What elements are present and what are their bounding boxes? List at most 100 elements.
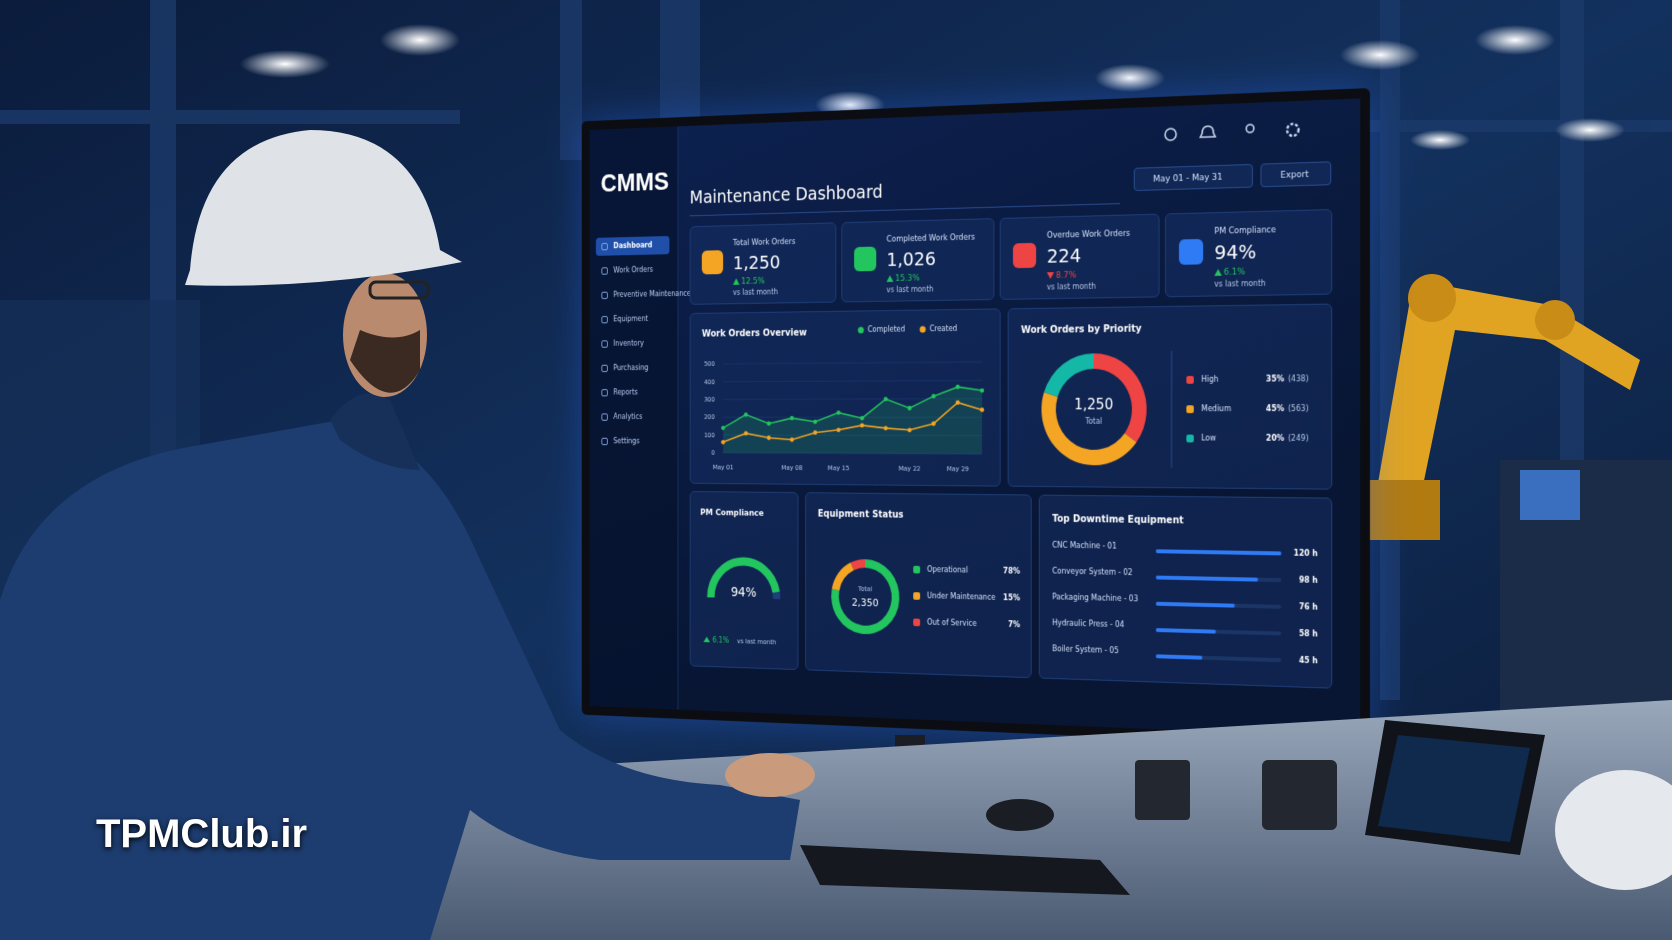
chart-title: Work Orders Overview [702, 327, 807, 339]
legend-swatch [1186, 434, 1194, 443]
kpi-note: vs last month [886, 284, 934, 295]
point [766, 435, 771, 441]
x-tick-label: May 22 [899, 465, 921, 473]
nav-icon [601, 267, 608, 275]
y-tick-label: 100 [704, 431, 715, 439]
kpi-value: 1,026 [886, 247, 936, 271]
legend-label: Out of Service [927, 618, 977, 629]
kpi-label: Completed Work Orders [886, 232, 975, 245]
y-tick-label: 300 [704, 396, 715, 404]
point [979, 388, 985, 393]
chart-title: Top Downtime Equipment [1052, 513, 1184, 526]
gauge-card: PM Compliance 94% 6.1% vs last month [689, 491, 799, 671]
point [813, 430, 818, 435]
nav-item[interactable]: Purchasing [596, 359, 669, 378]
gauge-label: 94% [731, 585, 757, 600]
kpi-label: Overdue Work Orders [1046, 229, 1130, 241]
nav-item[interactable]: Dashboard [595, 235, 670, 256]
donut-card: Equipment Status Total 2,350 Operational 78%… [805, 492, 1032, 679]
point [931, 393, 936, 399]
grid-line [723, 380, 982, 381]
top-icons [1152, 111, 1341, 152]
kpi-card: Total Work Orders 1,250 12.5% vs last month [689, 222, 837, 305]
value-label: 120 h [1294, 548, 1318, 558]
value-label: 7% [1008, 620, 1021, 630]
donut-segment [1044, 353, 1094, 397]
legend-swatch [1186, 375, 1194, 384]
nav-item[interactable]: Equipment [596, 310, 669, 329]
y-tick-label: 400 [704, 378, 715, 386]
value-label: 20% [1266, 433, 1285, 443]
area [723, 386, 983, 455]
user-icon[interactable] [1246, 124, 1254, 132]
y-tick-label: 200 [704, 413, 715, 421]
settings-icon[interactable] [1287, 124, 1298, 136]
nav-icon [601, 437, 608, 446]
legend-label: Created [930, 324, 958, 333]
legend-swatch [913, 618, 921, 627]
bar-label: Packaging Machine - 03 [1052, 592, 1138, 603]
legend-label: Medium [1201, 404, 1231, 413]
ceiling-lights [240, 24, 1625, 150]
search-icon[interactable] [1165, 128, 1176, 140]
legend-label: Low [1201, 433, 1216, 442]
center-label: Total [1084, 417, 1102, 426]
count-label: (563) [1288, 404, 1309, 414]
nav-item[interactable]: Settings [596, 432, 669, 450]
point [766, 421, 771, 426]
legend-label: Operational [927, 565, 968, 575]
kpi-note: vs last month [1214, 278, 1266, 289]
center-value: 2,350 [852, 597, 879, 610]
value-label: 45% [1266, 404, 1285, 414]
nav-item[interactable]: Inventory [596, 334, 669, 353]
point [721, 439, 726, 445]
center-label: Total [857, 585, 872, 593]
value-label: 98 h [1299, 575, 1318, 585]
nav-item[interactable]: Work Orders [596, 261, 669, 281]
point [907, 427, 912, 433]
legend-swatch [1186, 405, 1194, 414]
kpi-value: 94% [1214, 239, 1257, 265]
bar-label: CNC Machine - 01 [1052, 540, 1117, 550]
bar-label: Hydraulic Press - 04 [1052, 618, 1124, 629]
bell-icon[interactable] [1200, 126, 1215, 137]
point [931, 421, 936, 426]
nav-icon [601, 291, 608, 300]
kpi-change: 12.5% [741, 276, 765, 287]
nav-icon [601, 364, 608, 373]
point [883, 425, 888, 431]
nav-icon [601, 242, 608, 251]
x-tick-label: May 29 [947, 465, 969, 473]
kpi-icon [701, 250, 724, 275]
point [979, 407, 985, 413]
nav-item[interactable]: Analytics [596, 408, 669, 426]
kpi-value: 1,250 [732, 250, 781, 274]
line-chart: Work Orders Overview 0 100 200 300 400 500 May … [702, 324, 999, 473]
hbar-card: Top Downtime Equipment CNC Machine - 01 12… [1038, 494, 1333, 689]
logo: CMMS [600, 166, 670, 198]
nav-item[interactable]: Reports [596, 383, 669, 401]
point [907, 405, 912, 411]
kpi-value: 224 [1046, 243, 1082, 268]
point [955, 384, 960, 390]
point [789, 437, 794, 442]
value-label: 78% [1003, 566, 1020, 576]
kpi-card: Overdue Work Orders 224 8.7% vs last month [999, 213, 1160, 300]
kpi-note: vs last month [732, 287, 778, 297]
chart-title: PM Compliance [700, 507, 764, 518]
change: 6.1% [712, 636, 729, 645]
nav-icon [601, 340, 608, 348]
legend-swatch [919, 326, 926, 333]
kpi-note: vs last month [1046, 281, 1096, 292]
kpi-change: 6.1% [1223, 267, 1246, 278]
donut-chart: Work Orders by Priority 1,250 Total High 35%… [1021, 323, 1309, 489]
value-label: 15% [1003, 593, 1020, 603]
line-card: Work Orders Overview 0 100 200 300 400 500 May … [689, 308, 1001, 487]
export-button[interactable]: Export [1260, 161, 1332, 188]
legend-label: High [1201, 375, 1218, 385]
date-range[interactable]: May 01 - May 31 [1133, 163, 1253, 192]
y-tick-label: 0 [711, 449, 715, 457]
point [789, 415, 794, 421]
nav-item[interactable]: Preventive Maintenance [596, 285, 691, 304]
